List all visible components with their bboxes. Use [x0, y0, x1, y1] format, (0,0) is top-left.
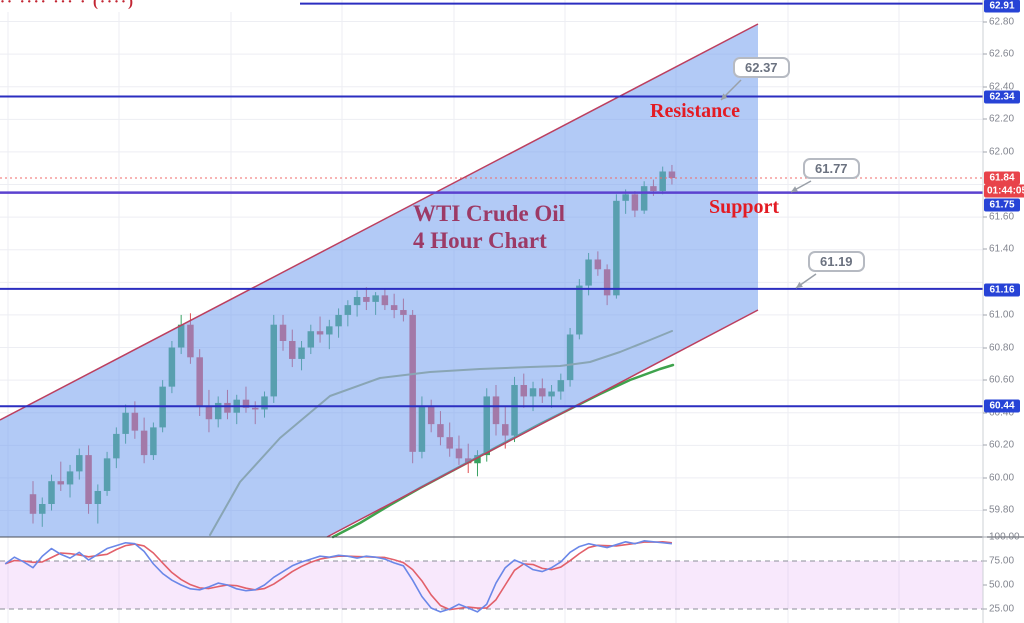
current-price-badge: 61.84 — [984, 171, 1020, 185]
ticker-legend-fragment: ·· ···· ··· · (····) — [0, 0, 300, 12]
price-callout[interactable]: 62.37 — [733, 57, 790, 78]
price-tick-label: 50.00 — [989, 579, 1015, 591]
support-label[interactable]: Support — [709, 196, 780, 218]
callout-arrowhead — [721, 93, 728, 100]
price-tick-label: 62.80 — [989, 16, 1015, 28]
price-tick-label: 61.40 — [989, 243, 1015, 255]
ticker-legend-text: ·· ···· ··· · (····) — [0, 0, 136, 10]
price-tick-label: 60.20 — [989, 439, 1015, 451]
price-tick-label: 61.00 — [989, 309, 1015, 321]
level-price-badge: 61.16 — [984, 283, 1020, 297]
callout-arrowhead — [796, 281, 803, 288]
price-tick-label: 100.00 — [989, 531, 1020, 543]
callout-arrowhead — [791, 186, 798, 192]
stochastic-k-line — [4, 540, 673, 613]
price-tick-label: 25.00 — [989, 603, 1015, 615]
price-callout[interactable]: 61.19 — [808, 251, 865, 272]
price-axis[interactable]: 62.80 62.60 62.40 62.20 62.00 61.60 61.40 61.00… — [983, 0, 1024, 623]
price-tick-label: 60.60 — [989, 374, 1015, 386]
level-price-badge: 62.91 — [984, 0, 1020, 13]
price-tick-label: 59.80 — [989, 504, 1015, 516]
level-price-badge: 60.44 — [984, 399, 1020, 413]
price-tick-label: 62.40 — [989, 81, 1015, 93]
price-tick-label: 60.00 — [989, 472, 1015, 484]
stochastic-band — [0, 561, 983, 609]
price-tick-label: 62.00 — [989, 146, 1015, 158]
price-tick-label: 62.60 — [989, 48, 1015, 60]
resistance-label[interactable]: Resistance — [650, 100, 740, 122]
price-tick-label: 60.40 — [989, 407, 1015, 419]
candle-body — [474, 455, 481, 464]
price-callout[interactable]: 61.77 — [803, 158, 860, 179]
trend-channel-fill[interactable] — [0, 24, 758, 537]
bar-countdown-badge: 01:44:05 — [984, 184, 1024, 198]
price-tick-label: 60.80 — [989, 342, 1015, 354]
stochastic-d-line — [4, 540, 673, 611]
trend-channel-border — [326, 309, 759, 538]
price-tick-label: 62.20 — [989, 113, 1015, 125]
chart-title-line1: WTI Crude Oil — [413, 201, 566, 226]
chart-title-line2: 4 Hour Chart — [413, 228, 547, 253]
price-tick-label: 61.60 — [989, 211, 1015, 223]
price-tick-label: 75.00 — [989, 555, 1015, 567]
level-price-badge: 61.75 — [984, 198, 1020, 212]
trend-channel-border — [0, 23, 759, 421]
chart-title-annotation[interactable]: WTI Crude Oil 4 Hour Chart — [413, 200, 565, 254]
level-price-badge: 62.34 — [984, 90, 1020, 104]
